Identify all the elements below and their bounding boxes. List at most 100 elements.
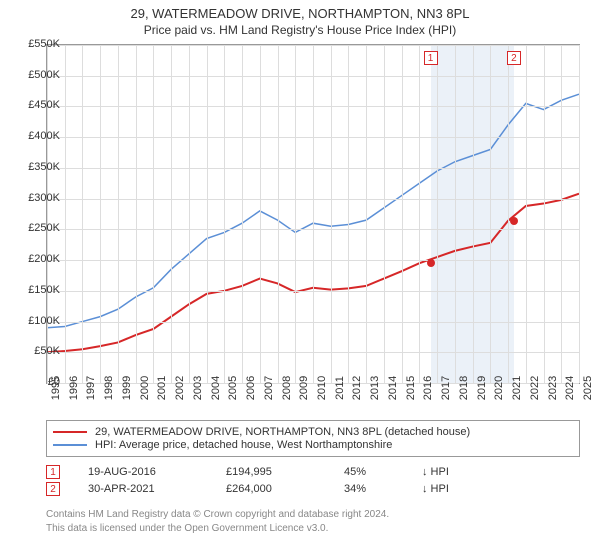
sale-data-row: 2 30-APR-2021 £264,000 34% ↓ HPI <box>46 482 580 496</box>
gridline-vertical <box>579 45 580 383</box>
gridline-vertical <box>295 45 296 383</box>
y-axis-label: £550K <box>10 38 60 50</box>
x-axis-label: 1999 <box>121 376 133 400</box>
y-axis-label: £50K <box>10 345 60 357</box>
chart-marker-box: 1 <box>424 51 438 65</box>
gridline-vertical <box>242 45 243 383</box>
sales-data-block: 1 19-AUG-2016 £194,995 45% ↓ HPI 2 30-APR-2021… <box>46 462 580 499</box>
legend-box: 29, WATERMEADOW DRIVE, NORTHAMPTON, NN3 … <box>46 420 580 457</box>
sale-date: 19-AUG-2016 <box>88 466 208 478</box>
x-axis-label: 2021 <box>511 376 523 400</box>
x-axis-label: 2000 <box>139 376 151 400</box>
x-axis-label: 2022 <box>529 376 541 400</box>
x-axis-label: 2015 <box>405 376 417 400</box>
y-axis-label: £350K <box>10 161 60 173</box>
gridline-vertical <box>47 45 48 383</box>
gridline-vertical <box>207 45 208 383</box>
x-axis-label: 2025 <box>582 376 594 400</box>
sale-price: £194,995 <box>226 466 326 478</box>
y-axis-label: £250K <box>10 222 60 234</box>
gridline-vertical <box>384 45 385 383</box>
y-axis-label: £100K <box>10 315 60 327</box>
gridline-vertical <box>189 45 190 383</box>
sale-pct: 34% <box>344 483 404 495</box>
sale-vs-hpi: ↓ HPI <box>422 483 472 495</box>
gridline-vertical <box>171 45 172 383</box>
x-axis-label: 2011 <box>334 376 346 400</box>
x-axis-label: 2019 <box>476 376 488 400</box>
gridline-vertical <box>526 45 527 383</box>
chart-title-line1: 29, WATERMEADOW DRIVE, NORTHAMPTON, NN3 … <box>0 6 600 21</box>
sale-marker-box: 1 <box>46 465 60 479</box>
x-axis-label: 2010 <box>316 376 328 400</box>
x-axis-label: 2001 <box>156 376 168 400</box>
gridline-vertical <box>473 45 474 383</box>
x-axis-label: 2002 <box>174 376 186 400</box>
x-axis-label: 2016 <box>422 376 434 400</box>
gridline-vertical <box>490 45 491 383</box>
x-axis-label: 1996 <box>68 376 80 400</box>
x-axis-label: 2023 <box>547 376 559 400</box>
sale-point-dot <box>510 217 518 225</box>
gridline-vertical <box>561 45 562 383</box>
gridline-vertical <box>82 45 83 383</box>
y-axis-label: £300K <box>10 192 60 204</box>
x-axis-label: 2013 <box>369 376 381 400</box>
sale-data-row: 1 19-AUG-2016 £194,995 45% ↓ HPI <box>46 465 580 479</box>
x-axis-label: 2018 <box>458 376 470 400</box>
gridline-vertical <box>544 45 545 383</box>
gridline-vertical <box>366 45 367 383</box>
gridline-vertical <box>331 45 332 383</box>
chart-plot-area: 12 <box>46 44 580 384</box>
gridline-vertical <box>65 45 66 383</box>
chart-title-line2: Price paid vs. HM Land Registry's House … <box>0 23 600 37</box>
gridline-vertical <box>260 45 261 383</box>
gridline-vertical <box>402 45 403 383</box>
x-axis-label: 1997 <box>85 376 97 400</box>
gridline-vertical <box>419 45 420 383</box>
x-axis-label: 2012 <box>351 376 363 400</box>
x-axis-label: 2004 <box>210 376 222 400</box>
sale-marker-box: 2 <box>46 482 60 496</box>
x-axis-label: 2017 <box>440 376 452 400</box>
legend-swatch <box>53 431 87 433</box>
x-axis-label: 2008 <box>281 376 293 400</box>
x-axis-label: 2014 <box>387 376 399 400</box>
x-axis-label: 1998 <box>103 376 115 400</box>
gridline-vertical <box>136 45 137 383</box>
x-axis-label: 2003 <box>192 376 204 400</box>
legend-label: HPI: Average price, detached house, West… <box>95 439 392 451</box>
legend-label: 29, WATERMEADOW DRIVE, NORTHAMPTON, NN3 … <box>95 426 470 438</box>
x-axis-label: 1995 <box>50 376 62 400</box>
x-axis-label: 2007 <box>263 376 275 400</box>
y-axis-label: £200K <box>10 253 60 265</box>
chart-marker-box: 2 <box>507 51 521 65</box>
y-axis-label: £150K <box>10 284 60 296</box>
sale-vs-hpi: ↓ HPI <box>422 466 472 478</box>
footer-line2: This data is licensed under the Open Gov… <box>46 522 580 536</box>
x-axis-label: 2020 <box>493 376 505 400</box>
gridline-vertical <box>508 45 509 383</box>
chart-title-block: 29, WATERMEADOW DRIVE, NORTHAMPTON, NN3 … <box>0 0 600 39</box>
legend-row: HPI: Average price, detached house, West… <box>53 439 573 451</box>
legend-row: 29, WATERMEADOW DRIVE, NORTHAMPTON, NN3 … <box>53 426 573 438</box>
gridline-vertical <box>118 45 119 383</box>
gridline-vertical <box>153 45 154 383</box>
sale-point-dot <box>427 259 435 267</box>
y-axis-label: £500K <box>10 69 60 81</box>
sale-price: £264,000 <box>226 483 326 495</box>
gridline-vertical <box>278 45 279 383</box>
gridline-vertical <box>455 45 456 383</box>
gridline-vertical <box>224 45 225 383</box>
x-axis-label: 2006 <box>245 376 257 400</box>
y-axis-label: £450K <box>10 99 60 111</box>
sale-pct: 45% <box>344 466 404 478</box>
gridline-vertical <box>313 45 314 383</box>
x-axis-label: 2005 <box>227 376 239 400</box>
footer-line1: Contains HM Land Registry data © Crown c… <box>46 508 580 522</box>
x-axis-label: 2024 <box>564 376 576 400</box>
x-axis-label: 2009 <box>298 376 310 400</box>
sale-date: 30-APR-2021 <box>88 483 208 495</box>
legend-swatch <box>53 444 87 446</box>
gridline-vertical <box>348 45 349 383</box>
